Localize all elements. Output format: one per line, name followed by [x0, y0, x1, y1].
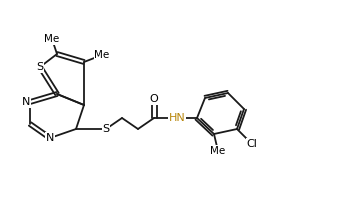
Text: N: N [46, 133, 54, 143]
Text: Me: Me [210, 146, 226, 156]
Text: N: N [22, 97, 30, 107]
Text: O: O [150, 94, 159, 104]
Text: Me: Me [94, 50, 110, 60]
Text: HN: HN [169, 113, 185, 123]
Text: Me: Me [44, 34, 59, 44]
Text: S: S [102, 124, 110, 134]
Text: S: S [37, 62, 44, 72]
Text: Cl: Cl [246, 139, 258, 149]
